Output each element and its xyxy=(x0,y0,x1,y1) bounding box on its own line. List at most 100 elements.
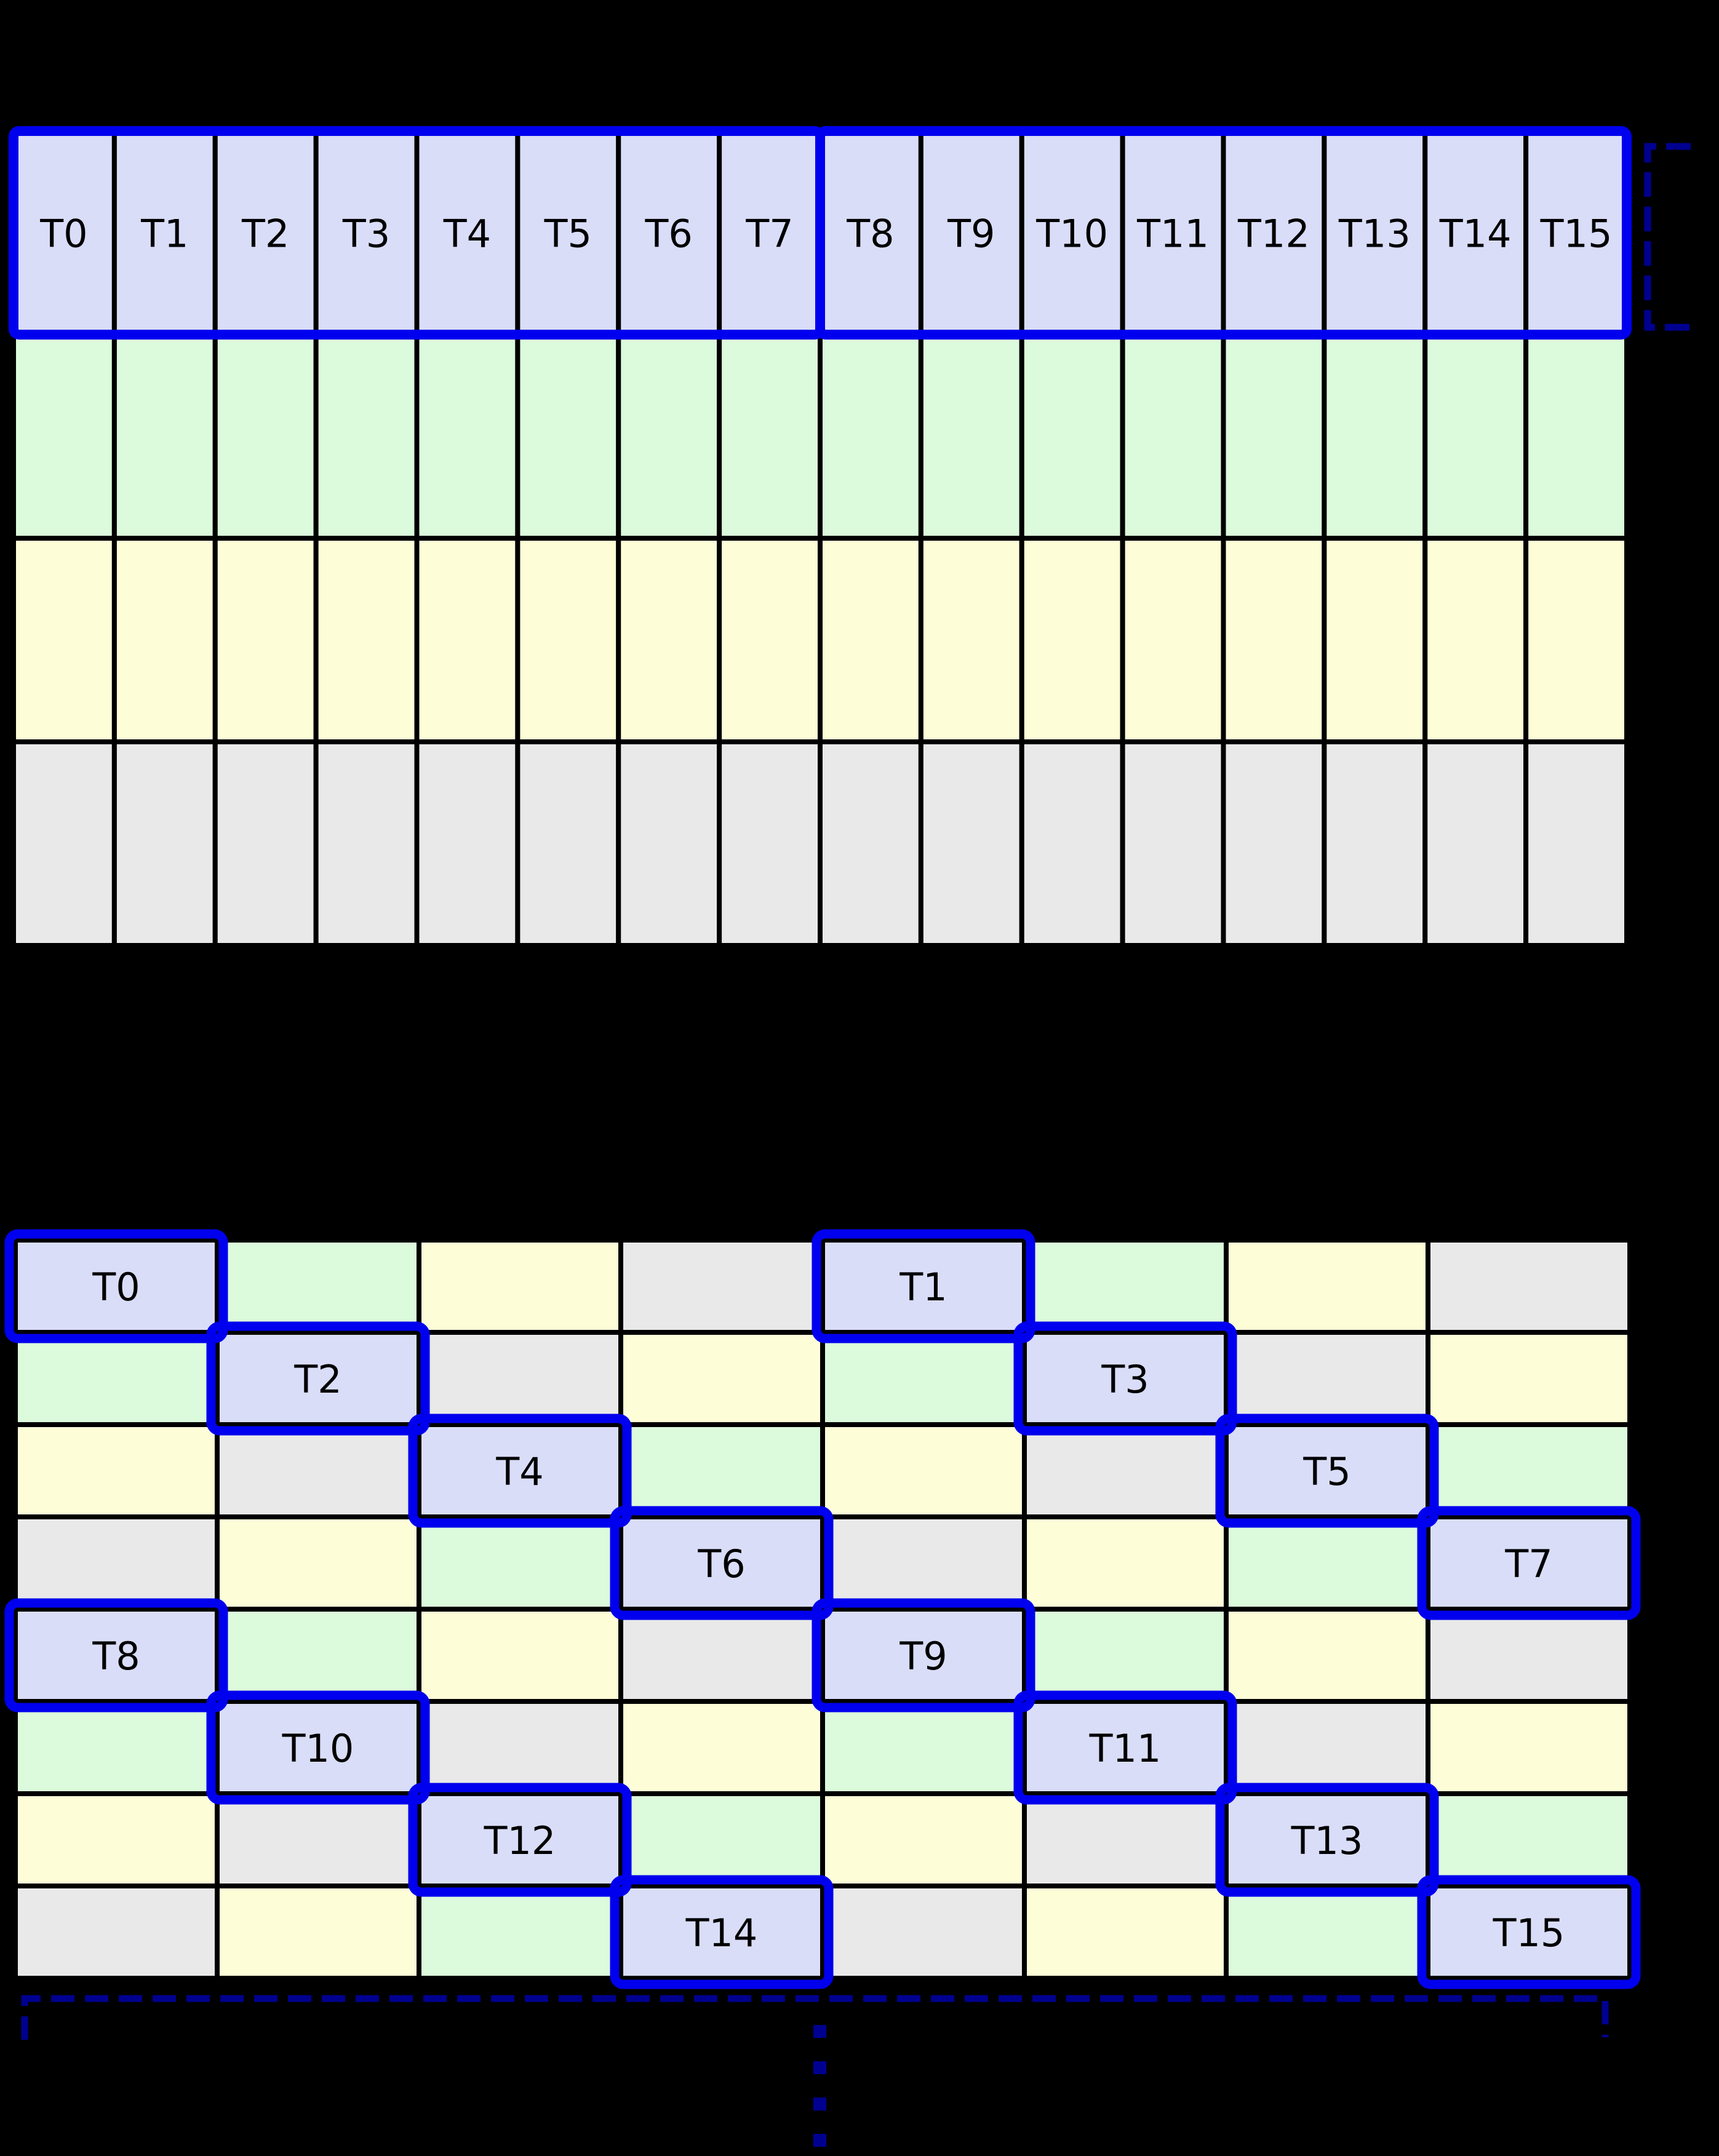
memory-cell xyxy=(215,1791,421,1888)
thread-access-outline xyxy=(4,1229,228,1343)
continuation-ellipsis xyxy=(813,2025,826,2147)
thread-label: T12 xyxy=(484,1818,556,1863)
memory-cell xyxy=(1224,1699,1430,1796)
memory-cell xyxy=(1120,129,1226,337)
memory-cell xyxy=(1221,332,1327,541)
memory-cell xyxy=(1224,1791,1430,1888)
memory-cell xyxy=(1022,1607,1229,1704)
memory-cell xyxy=(515,536,621,744)
thread-label: T10 xyxy=(282,1726,354,1771)
thread-access-outline xyxy=(1417,1506,1641,1620)
thread-access-outline xyxy=(1417,1875,1641,1989)
memory-cell xyxy=(11,129,117,337)
thread-access-outline xyxy=(1013,1321,1237,1436)
memory-cell xyxy=(417,1884,623,1981)
memory-cell xyxy=(820,1791,1027,1888)
thread-access-outline xyxy=(610,1875,834,1989)
memory-cell xyxy=(1322,332,1428,541)
memory-cell xyxy=(717,739,823,948)
row-extent-bracket xyxy=(1644,143,1691,331)
memory-cell xyxy=(13,1422,220,1519)
memory-cell xyxy=(918,536,1024,744)
memory-cell xyxy=(11,332,117,541)
thread-label: T1 xyxy=(899,1265,947,1310)
memory-cell xyxy=(13,1330,220,1427)
memory-cell xyxy=(414,536,520,744)
memory-cell xyxy=(918,332,1024,541)
memory-cell xyxy=(1426,1699,1632,1796)
thread-label: T0 xyxy=(39,212,87,257)
thread-label: T5 xyxy=(1302,1449,1350,1494)
memory-cell xyxy=(1426,1884,1632,1981)
thread-label: T15 xyxy=(1493,1911,1565,1955)
memory-cell xyxy=(414,739,520,948)
thread-access-outline xyxy=(206,1321,430,1436)
memory-cell xyxy=(616,536,722,744)
memory-cell xyxy=(717,332,823,541)
thread-label: T8 xyxy=(92,1634,140,1679)
memory-cell xyxy=(1422,536,1529,744)
memory-cell xyxy=(111,332,218,541)
memory-cell xyxy=(11,536,117,744)
memory-cell xyxy=(1426,1238,1632,1335)
thread-access-outline xyxy=(4,1598,228,1712)
memory-cell xyxy=(417,1699,623,1796)
memory-cell xyxy=(1426,1607,1632,1704)
thread-label: T7 xyxy=(745,212,793,257)
vertical-ellipsis-icon xyxy=(813,2025,826,2038)
memory-cell xyxy=(820,1884,1027,1981)
memory-cell xyxy=(1426,1514,1632,1612)
memory-cell xyxy=(1422,739,1529,948)
memory-cell xyxy=(1221,739,1327,948)
thread-label: T1 xyxy=(140,212,188,257)
thread-label: T5 xyxy=(544,212,592,257)
thread-label: T15 xyxy=(1540,212,1613,257)
memory-cell xyxy=(1224,1607,1430,1704)
thread-label: T7 xyxy=(1504,1541,1552,1586)
vertical-ellipsis-icon xyxy=(813,2061,826,2074)
memory-cell xyxy=(111,739,218,948)
memory-cell xyxy=(618,1607,825,1704)
memory-cell xyxy=(818,332,923,541)
memory-cell xyxy=(1523,332,1629,541)
memory-cell xyxy=(618,1422,825,1519)
memory-cell xyxy=(417,1238,623,1335)
memory-cell xyxy=(13,1791,220,1888)
memory-cell xyxy=(1523,536,1629,744)
memory-cell xyxy=(417,1422,623,1519)
memory-cell xyxy=(1322,739,1428,948)
memory-cell xyxy=(215,1514,421,1612)
memory-cell xyxy=(215,1238,421,1335)
memory-cell xyxy=(313,536,420,744)
memory-cell xyxy=(820,1699,1027,1796)
top-grid-coalesced-access: T0 T1 T2 T3 T4 T5 T6 T7 T8 T9 T10 T11 T12 T13 T14 T15 xyxy=(9,126,1632,948)
memory-cell xyxy=(820,1330,1027,1427)
thread-label: T11 xyxy=(1089,1726,1162,1771)
memory-cell xyxy=(13,1699,220,1796)
thread-access-outline xyxy=(206,1690,430,1805)
grid-extent-bracket xyxy=(21,1995,1609,2040)
dashed-square-bracket-icon xyxy=(1644,143,1691,331)
thread-label: T4 xyxy=(495,1449,543,1494)
memory-cell xyxy=(618,1514,825,1612)
thread-label: T2 xyxy=(293,1357,341,1402)
thread-label: T4 xyxy=(443,212,491,257)
memory-cell xyxy=(820,1514,1027,1612)
memory-cell xyxy=(1120,536,1226,744)
thread-label: T9 xyxy=(899,1634,947,1679)
thread-label: T13 xyxy=(1291,1818,1363,1863)
memory-cell xyxy=(13,1607,220,1704)
memory-cell xyxy=(212,129,319,337)
thread-label: T8 xyxy=(846,212,894,257)
memory-cell xyxy=(515,332,621,541)
thread-access-outline xyxy=(408,1783,632,1897)
memory-cell xyxy=(618,1330,825,1427)
memory-cell xyxy=(417,1330,623,1427)
memory-cell xyxy=(215,1884,421,1981)
memory-cell xyxy=(1426,1422,1632,1519)
thread-label: T11 xyxy=(1136,212,1209,257)
memory-cell xyxy=(1224,1422,1430,1519)
thread-access-outline xyxy=(1013,1690,1237,1805)
